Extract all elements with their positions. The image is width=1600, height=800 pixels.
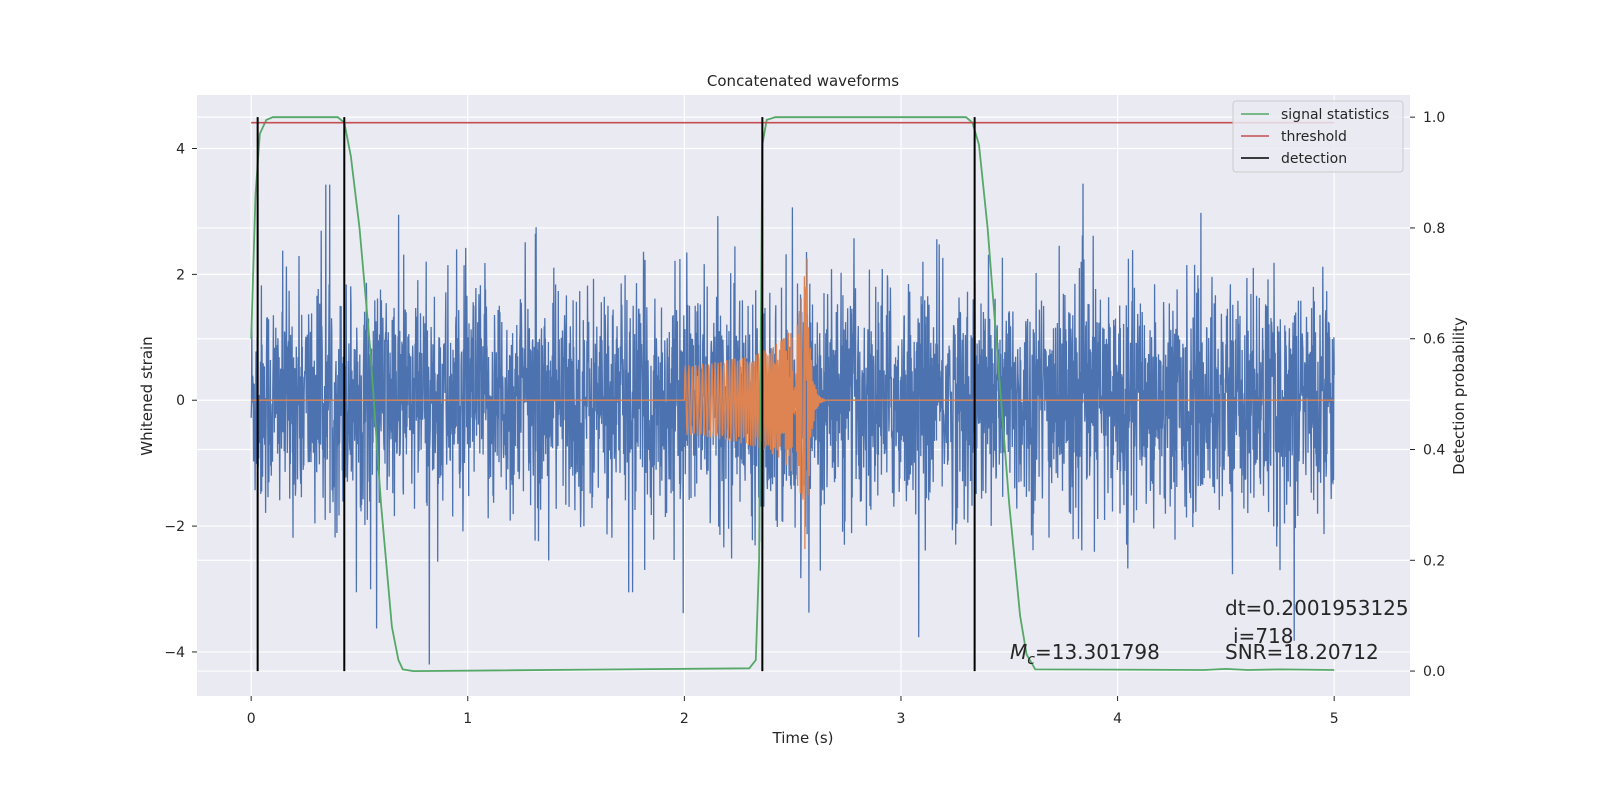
x-tick-label: 4 <box>1113 711 1122 727</box>
y2-tick-label: 1.0 <box>1423 110 1445 126</box>
injected-waveform-series <box>251 258 1335 550</box>
y2-axis-label: Detection probability <box>1450 317 1468 475</box>
legend-label-detection: detection <box>1281 151 1347 167</box>
x-tick-label: 3 <box>897 711 906 727</box>
y2-tick-label: 0.6 <box>1423 332 1445 348</box>
annotation-mc-subscript: c <box>1027 652 1035 668</box>
annotation-dt: dt=0.2001953125 <box>1225 596 1409 620</box>
y2-tick-label: 0.2 <box>1423 553 1445 569</box>
y2-axis-ticks: 1.0 0.8 0.6 0.4 0.2 0.0 <box>1410 110 1445 680</box>
signal-statistics-line <box>250 116 1335 673</box>
y-tick-label: 0 <box>176 393 185 409</box>
y-tick-label: −4 <box>164 645 185 661</box>
annotation-mc-symbol: M <box>1010 640 1027 664</box>
y-tick-label: −2 <box>164 519 185 535</box>
y2-tick-label: 0.4 <box>1423 443 1445 459</box>
x-tick-label: 2 <box>680 711 689 727</box>
annotation-i: i=718 <box>1233 624 1294 648</box>
legend: signal statistics threshold detection <box>1232 100 1404 173</box>
legend-box <box>1232 100 1404 173</box>
y-tick-label: 4 <box>176 141 185 157</box>
y-axis-ticks: 4 2 0 −2 −4 <box>164 141 197 661</box>
right-axis-series <box>250 116 1335 673</box>
x-axis-label: Time (s) <box>772 729 834 747</box>
y2-tick-label: 0.8 <box>1423 221 1445 237</box>
legend-label-signal-statistics: signal statistics <box>1281 107 1389 123</box>
annotations: dt=0.2001953125 i=718 Mc=13.301798 SNR=1… <box>1010 596 1409 668</box>
x-axis-ticks: 0 1 2 3 4 5 <box>247 696 1339 727</box>
annotation-mc: Mc=13.301798 <box>1010 640 1160 668</box>
annotation-snr: SNR=18.20712 <box>1225 640 1379 664</box>
annotation-mc-value: =13.301798 <box>1035 640 1160 664</box>
y2-tick-label: 0.0 <box>1423 664 1445 680</box>
x-tick-label: 5 <box>1330 711 1339 727</box>
y-axis-label: Whitened strain <box>138 336 156 455</box>
chart-title: Concatenated waveforms <box>707 72 899 90</box>
x-tick-label: 1 <box>463 711 472 727</box>
legend-label-threshold: threshold <box>1281 129 1347 145</box>
injected-waveform-line <box>251 258 1335 550</box>
x-tick-label: 0 <box>247 711 256 727</box>
y-tick-label: 2 <box>176 267 185 283</box>
